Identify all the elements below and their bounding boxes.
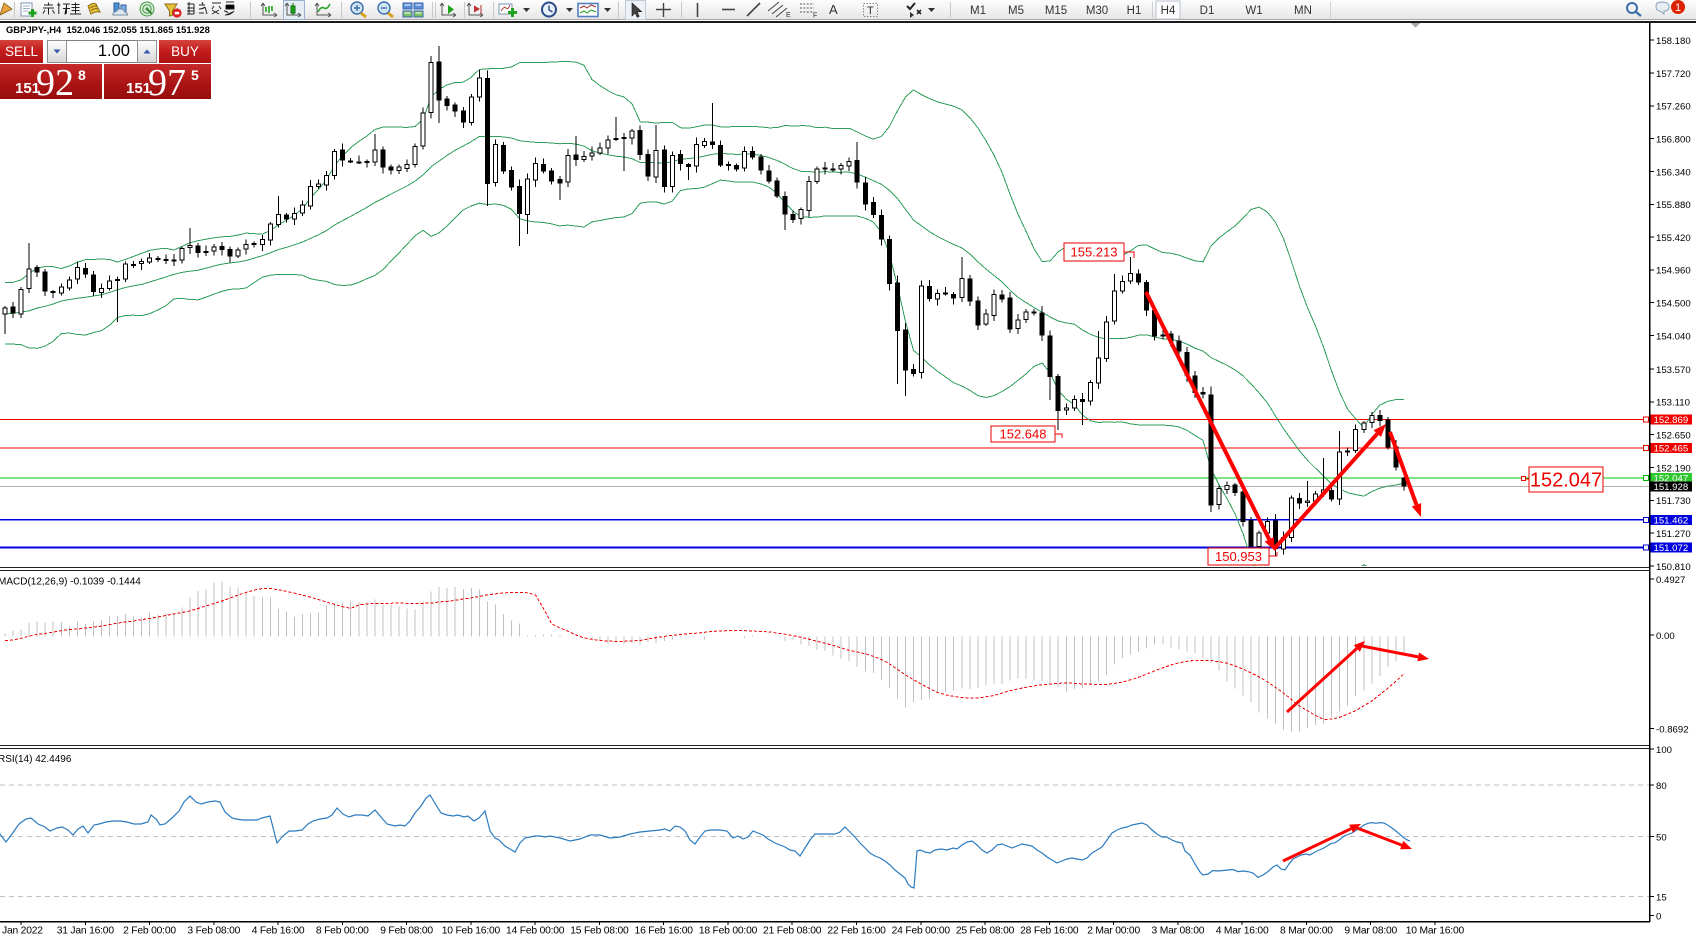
svg-text:MN: MN [1294, 5, 1312, 17]
svg-text:152.047: 152.047 [1654, 474, 1689, 485]
svg-text:MACD(12,26,9) -0.1039 -0.1444: MACD(12,26,9) -0.1039 -0.1444 [0, 577, 141, 588]
svg-text:9 Feb 08:00: 9 Feb 08:00 [380, 926, 433, 935]
svg-text:T: T [867, 5, 874, 17]
svg-text:F: F [813, 13, 817, 20]
svg-text:155.420: 155.420 [1656, 233, 1691, 244]
svg-text:152.650: 152.650 [1656, 431, 1691, 442]
svg-text:150.953: 150.953 [1215, 549, 1262, 564]
svg-text:80: 80 [1656, 781, 1667, 792]
svg-text:24 Feb 00:00: 24 Feb 00:00 [892, 926, 951, 935]
svg-text:-0.8692: -0.8692 [1656, 724, 1689, 735]
svg-text:154.040: 154.040 [1656, 331, 1691, 342]
svg-text:151.072: 151.072 [1654, 543, 1689, 554]
svg-text:151.730: 151.730 [1656, 496, 1691, 507]
svg-text:151.270: 151.270 [1656, 529, 1691, 540]
svg-text:1: 1 [1675, 2, 1681, 14]
svg-text:100: 100 [1656, 745, 1672, 756]
svg-text:18 Feb 00:00: 18 Feb 00:00 [699, 926, 758, 935]
svg-text:M1: M1 [970, 5, 986, 17]
svg-text:25 Feb 08:00: 25 Feb 08:00 [956, 926, 1015, 935]
svg-text:155.213: 155.213 [1071, 245, 1118, 260]
svg-text:155.880: 155.880 [1656, 200, 1691, 211]
svg-text:A: A [829, 2, 838, 17]
svg-text:E: E [786, 12, 791, 19]
svg-text:4 Mar 16:00: 4 Mar 16:00 [1216, 926, 1269, 935]
svg-text:2 Mar 00:00: 2 Mar 00:00 [1087, 926, 1140, 935]
svg-text:28 Feb 16:00: 28 Feb 16:00 [1020, 926, 1079, 935]
svg-text:0.4927: 0.4927 [1656, 575, 1685, 586]
svg-text:8 Feb 00:00: 8 Feb 00:00 [316, 926, 369, 935]
svg-text:21 Feb 08:00: 21 Feb 08:00 [763, 926, 822, 935]
svg-text:50: 50 [1656, 832, 1667, 843]
svg-text:15: 15 [1656, 892, 1667, 903]
svg-text:150.810: 150.810 [1656, 562, 1691, 573]
svg-text:152.648: 152.648 [1000, 427, 1047, 442]
svg-text:0.00: 0.00 [1656, 631, 1675, 642]
svg-text:10 Mar 16:00: 10 Mar 16:00 [1406, 926, 1465, 935]
svg-text:14 Feb 00:00: 14 Feb 00:00 [506, 926, 565, 935]
svg-text:152.047: 152.047 [1530, 470, 1602, 492]
svg-text:RSI(14) 42.4496: RSI(14) 42.4496 [0, 754, 72, 765]
svg-text:M15: M15 [1045, 5, 1067, 17]
svg-text:154.500: 154.500 [1656, 299, 1691, 310]
svg-text:4 Feb 16:00: 4 Feb 16:00 [252, 926, 305, 935]
svg-text:0: 0 [1656, 911, 1661, 922]
svg-text:3 Feb 08:00: 3 Feb 08:00 [187, 926, 240, 935]
svg-text:31 Jan 16:00: 31 Jan 16:00 [57, 926, 115, 935]
svg-text:10 Feb 16:00: 10 Feb 16:00 [442, 926, 501, 935]
svg-text:157.260: 157.260 [1656, 102, 1691, 113]
svg-text:8 Mar 00:00: 8 Mar 00:00 [1280, 926, 1333, 935]
svg-text:152.465: 152.465 [1654, 444, 1689, 455]
svg-text:9 Mar 08:00: 9 Mar 08:00 [1344, 926, 1397, 935]
svg-text:M5: M5 [1008, 5, 1024, 17]
svg-text:156.340: 156.340 [1656, 167, 1691, 178]
svg-text:15 Feb 08:00: 15 Feb 08:00 [570, 926, 629, 935]
svg-text:158.180: 158.180 [1656, 36, 1691, 47]
svg-text:Jan 2022: Jan 2022 [2, 926, 43, 935]
svg-text:157.720: 157.720 [1656, 69, 1691, 80]
svg-text:2 Feb 00:00: 2 Feb 00:00 [123, 926, 176, 935]
svg-text:M30: M30 [1086, 5, 1108, 17]
svg-text:152.190: 152.190 [1656, 463, 1691, 474]
svg-text:151.928: 151.928 [1654, 482, 1689, 493]
svg-text:H4: H4 [1161, 5, 1176, 17]
svg-text:D1: D1 [1200, 5, 1215, 17]
svg-text:156.800: 156.800 [1656, 134, 1691, 145]
svg-text:151.462: 151.462 [1654, 515, 1689, 526]
svg-text:154.960: 154.960 [1656, 266, 1691, 277]
svg-text:16 Feb 16:00: 16 Feb 16:00 [635, 926, 694, 935]
svg-text:W1: W1 [1245, 5, 1262, 17]
svg-text:152.869: 152.869 [1654, 415, 1689, 426]
svg-text:3 Mar 08:00: 3 Mar 08:00 [1152, 926, 1205, 935]
svg-text:153.110: 153.110 [1656, 398, 1690, 409]
svg-text:H1: H1 [1127, 5, 1142, 17]
svg-text:22 Feb 16:00: 22 Feb 16:00 [827, 926, 886, 935]
svg-text:153.570: 153.570 [1656, 365, 1691, 376]
